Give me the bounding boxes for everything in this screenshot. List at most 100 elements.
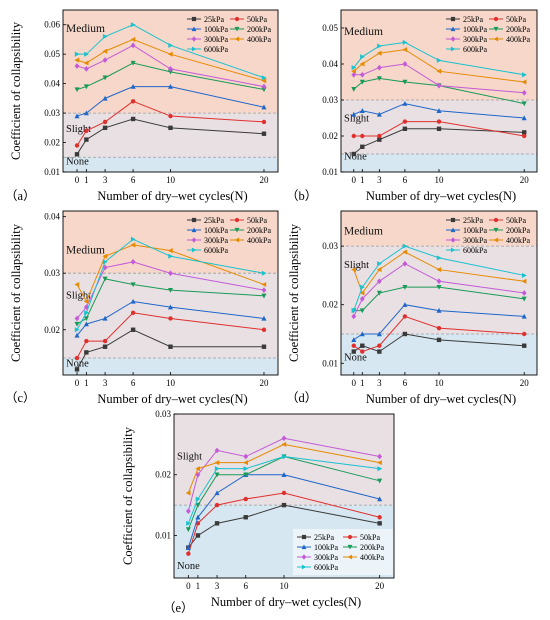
series-line-50kPa — [76, 100, 265, 146]
data-point — [402, 249, 408, 255]
x-tick-label: 3 — [103, 175, 108, 185]
zone-none-bg — [63, 157, 278, 172]
data-point — [402, 284, 408, 290]
series-line-50kPa — [76, 312, 265, 359]
data-point — [351, 65, 357, 71]
data-point — [83, 298, 89, 305]
data-point — [351, 133, 356, 139]
legend: 25kPa 50kPa 100kPa 200kPa 300kPa 400kPa 600kPa — [293, 529, 393, 575]
legend-label: 600kPa — [463, 45, 487, 54]
data-point — [83, 84, 89, 90]
zone-medium-bg — [63, 10, 278, 114]
data-point — [74, 315, 80, 322]
data-point — [281, 453, 287, 460]
data-point — [436, 57, 442, 63]
legend-label: 50kPa — [247, 216, 267, 225]
y-axis-label: Coefficient of collapsibility — [9, 223, 23, 362]
data-point — [102, 33, 108, 40]
panel-e: Slight None 0 1 3 6 10 20 0.01 0.02 0.03 Number of … — [121, 409, 395, 615]
series-line-300kPa — [187, 437, 380, 512]
data-point — [377, 478, 383, 484]
data-point — [351, 87, 357, 92]
data-point — [74, 367, 80, 372]
data-point — [74, 152, 80, 157]
x-axis-label: Number of dry–wet cycles(N) — [366, 392, 516, 406]
panel-label: （c） — [5, 391, 36, 405]
legend-label: 200kPa — [247, 226, 271, 235]
legend-marker — [234, 26, 240, 32]
data-point — [84, 338, 89, 344]
legend-label: 100kPa — [204, 226, 228, 235]
data-point — [360, 133, 365, 139]
series-line-600kPa — [187, 456, 380, 524]
data-point — [261, 270, 267, 276]
data-point — [130, 36, 136, 42]
x-tick-label: 1 — [360, 378, 365, 388]
data-point — [522, 130, 527, 135]
data-point — [102, 315, 108, 321]
data-point — [436, 255, 442, 261]
data-point — [214, 460, 220, 466]
data-point — [102, 119, 108, 125]
legend-label: 25kPa — [314, 533, 334, 542]
data-point — [74, 355, 80, 361]
data-point — [167, 287, 174, 293]
x-tick-label: 6 — [403, 378, 408, 388]
legend-label: 400kPa — [247, 35, 271, 44]
legend-label: 100kPa — [204, 25, 228, 34]
legend-label: 300kPa — [204, 35, 228, 44]
data-point — [195, 533, 201, 538]
zone-label-medium: Medium — [66, 23, 105, 35]
data-point — [376, 278, 382, 285]
data-point — [168, 42, 174, 48]
data-point — [261, 75, 267, 81]
data-point — [74, 113, 80, 119]
legend-marker — [450, 26, 456, 32]
panel-label: （e） — [163, 601, 194, 615]
data-point — [186, 551, 191, 556]
data-point — [167, 83, 174, 89]
legend-label: 50kPa — [506, 216, 526, 225]
data-point — [281, 502, 287, 508]
data-point — [402, 126, 408, 131]
legend-marker — [301, 554, 307, 560]
x-tick-label: 6 — [243, 581, 248, 591]
data-point — [436, 325, 442, 331]
legend-marker — [234, 237, 240, 243]
series-line-300kPa — [353, 263, 525, 317]
x-tick-label: 10 — [166, 378, 176, 388]
legend-marker — [450, 237, 456, 243]
data-point — [402, 39, 408, 45]
data-point — [436, 119, 442, 124]
data-point — [376, 76, 382, 82]
data-point — [281, 441, 287, 447]
data-point — [522, 133, 527, 139]
data-point — [351, 313, 357, 320]
data-point — [84, 137, 89, 142]
legend-label: 600kPa — [314, 563, 338, 572]
legend-marker — [450, 247, 456, 253]
series-group — [74, 22, 267, 157]
data-point — [130, 310, 136, 315]
data-point — [130, 83, 136, 89]
data-point — [261, 87, 267, 93]
x-tick-label: 10 — [280, 581, 290, 591]
data-point — [185, 527, 191, 533]
data-point — [402, 119, 408, 124]
data-point — [351, 308, 357, 314]
data-point — [360, 349, 365, 354]
data-point — [377, 453, 383, 460]
data-point — [359, 308, 365, 314]
data-point — [74, 281, 80, 288]
series-group — [351, 243, 527, 354]
data-point — [436, 307, 442, 313]
zone-label-none: None — [344, 151, 367, 162]
legend-marker — [234, 16, 240, 22]
data-point — [167, 69, 174, 75]
zone-medium-bg — [63, 211, 278, 274]
data-point — [168, 66, 173, 72]
data-point — [83, 66, 89, 72]
x-tick-label: 0 — [352, 175, 357, 185]
legend-label: 400kPa — [506, 35, 530, 44]
x-tick-label: 3 — [377, 378, 382, 388]
